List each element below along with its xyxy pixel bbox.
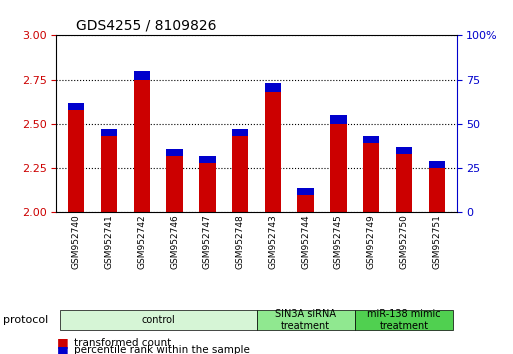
Text: protocol: protocol: [3, 315, 48, 325]
Bar: [199, 156, 215, 212]
Bar: [166, 149, 183, 212]
Text: SIN3A siRNA
treatment: SIN3A siRNA treatment: [275, 309, 336, 331]
Text: GSM952744: GSM952744: [301, 214, 310, 269]
Text: transformed count: transformed count: [74, 338, 172, 348]
Bar: [101, 129, 117, 212]
Bar: [363, 136, 380, 212]
Bar: [166, 149, 183, 156]
Bar: [396, 147, 412, 212]
Text: GSM952751: GSM952751: [432, 214, 441, 269]
Bar: [232, 129, 248, 212]
Text: percentile rank within the sample: percentile rank within the sample: [74, 346, 250, 354]
Bar: [298, 188, 314, 212]
Bar: [265, 83, 281, 92]
Text: miR-138 mimic
treatment: miR-138 mimic treatment: [367, 309, 441, 331]
FancyBboxPatch shape: [256, 310, 355, 330]
Text: GSM952740: GSM952740: [72, 214, 81, 269]
Text: ■: ■: [56, 336, 68, 349]
Bar: [265, 83, 281, 212]
Text: GSM952749: GSM952749: [367, 214, 376, 269]
Text: ■: ■: [56, 344, 68, 354]
Bar: [232, 129, 248, 136]
FancyBboxPatch shape: [355, 310, 453, 330]
Bar: [298, 188, 314, 195]
Text: GSM952750: GSM952750: [400, 214, 408, 269]
Bar: [363, 136, 380, 143]
Text: GSM952741: GSM952741: [105, 214, 113, 269]
Bar: [133, 71, 150, 80]
Bar: [330, 115, 347, 212]
Bar: [429, 161, 445, 212]
Bar: [396, 147, 412, 154]
Bar: [133, 71, 150, 212]
Text: GSM952747: GSM952747: [203, 214, 212, 269]
FancyArrowPatch shape: [42, 318, 47, 322]
Bar: [330, 115, 347, 124]
Text: GSM952743: GSM952743: [268, 214, 278, 269]
Text: GDS4255 / 8109826: GDS4255 / 8109826: [76, 19, 217, 33]
Text: GSM952746: GSM952746: [170, 214, 179, 269]
FancyBboxPatch shape: [60, 310, 256, 330]
Bar: [199, 156, 215, 163]
Text: GSM952742: GSM952742: [137, 214, 146, 269]
Text: GSM952748: GSM952748: [235, 214, 245, 269]
Text: control: control: [141, 315, 175, 325]
Bar: [429, 161, 445, 168]
Bar: [68, 103, 84, 212]
Bar: [68, 103, 84, 110]
Bar: [101, 129, 117, 136]
Text: GSM952745: GSM952745: [334, 214, 343, 269]
